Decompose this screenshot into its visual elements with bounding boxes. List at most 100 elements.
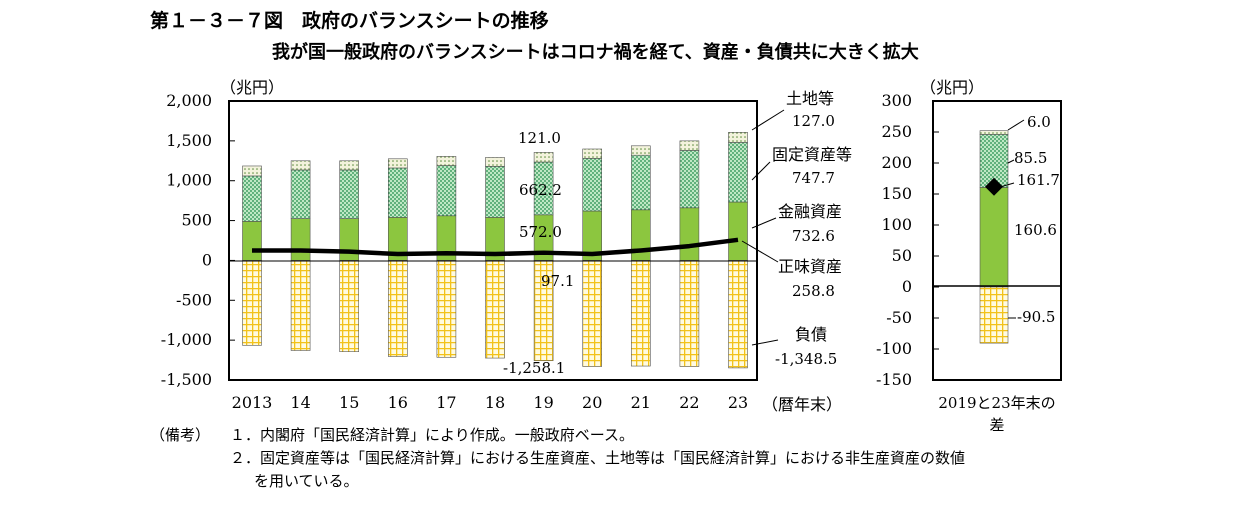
- diff-financial-label: 160.6: [1014, 221, 1057, 239]
- y-tick-label: 500: [181, 211, 212, 230]
- bar-land-19: [533, 152, 554, 163]
- x-tick-label: 2013: [232, 393, 273, 412]
- diff-net-marker: [985, 177, 1003, 196]
- bar-land-16: [387, 158, 408, 169]
- diff-land-label: 6.0: [1027, 113, 1051, 131]
- bar-financial-14: [290, 218, 311, 261]
- legend-net-value: 258.8: [792, 282, 835, 300]
- y-tick-label: 0: [202, 250, 212, 269]
- bar-liabilities-20: [582, 260, 603, 367]
- diff-unit-label: （兆円）: [920, 78, 984, 97]
- notes-head: （備考）: [150, 426, 211, 444]
- legend-land-value: 127.0: [792, 112, 835, 130]
- annot-19-liabilities: -1,258.1: [503, 359, 565, 377]
- main-x-axis-label: （暦年末）: [762, 395, 842, 414]
- bar-liabilities-23: [728, 260, 748, 369]
- net-worth-line: [252, 237, 739, 257]
- x-tick-label: 19: [533, 393, 553, 412]
- legend-land-name: 土地等: [786, 89, 834, 108]
- bar-land-15: [339, 160, 360, 171]
- bar-land-22: [679, 140, 700, 151]
- bar-fixed-22: [679, 150, 700, 209]
- legend-net: 正味資産 258.8: [741, 240, 842, 300]
- x-tick-label: 16: [388, 393, 408, 412]
- x-tick-label: 21: [631, 393, 651, 412]
- legend-financial-name: 金融資産: [778, 202, 842, 221]
- bar-land-18: [485, 157, 505, 167]
- legend-fixed-name: 固定資産等: [772, 145, 852, 164]
- legend-financial: 金融資産 732.6: [751, 202, 842, 245]
- bar-land-2013: [242, 165, 262, 177]
- legend-land: 土地等 127.0: [751, 89, 835, 131]
- diff-y-tick-label: 150: [881, 184, 912, 203]
- diff-y-tick-label: -100: [876, 339, 912, 358]
- bar-fixed-16: [387, 167, 408, 218]
- diff-y-tick-label: 250: [881, 122, 912, 141]
- y-tick-label: -1,000: [161, 330, 212, 349]
- legend-fixed-value: 747.7: [792, 169, 835, 187]
- note-1: １．内閣府「国民経済計算」により作成。一般政府ベース。: [230, 426, 634, 444]
- bar-fixed-20: [582, 158, 603, 212]
- bar-fixed-18: [485, 166, 505, 218]
- x-tick-label: 15: [339, 393, 359, 412]
- diff-bar-financial: [979, 187, 1009, 288]
- diff-y-tick-label: 0: [902, 277, 912, 296]
- note-2-cont: を用いている。: [254, 472, 359, 490]
- bar-land-20: [582, 148, 603, 159]
- legend-liabilities-value: -1,348.5: [775, 350, 837, 368]
- diff-y-tick-label: 50: [892, 246, 912, 265]
- bar-liabilities-16: [387, 260, 408, 357]
- x-tick-label: 20: [582, 393, 602, 412]
- x-tick-label: 22: [679, 393, 699, 412]
- diff-plot-frame: [932, 100, 1062, 381]
- diff-y-tick-label: 200: [881, 153, 912, 172]
- bar-fixed-17: [436, 165, 457, 217]
- bar-financial-23: [728, 201, 748, 261]
- diff-y-tick-label: 100: [881, 215, 912, 234]
- main-unit-label: （兆円）: [220, 78, 284, 97]
- bar-liabilities-22: [679, 260, 700, 367]
- y-tick-label: 1,500: [166, 131, 212, 150]
- bar-liabilities-21: [630, 260, 651, 367]
- annot-19-net: 97.1: [541, 272, 574, 290]
- main-plot-frame: [228, 100, 758, 381]
- x-tick-label: 23: [728, 393, 748, 412]
- figure-title: 第１－３－７図 政府のバランスシートの推移: [150, 10, 549, 32]
- annot-19-fixed: 662.2: [519, 181, 562, 199]
- diff-liabilities-label: -90.5: [1017, 308, 1055, 326]
- annot-19-land: 121.0: [518, 129, 561, 147]
- legend-liabilities: 負債 -1,348.5: [751, 325, 837, 368]
- bar-liabilities-17: [436, 260, 457, 358]
- diff-x-label-line1: 2019と23年末の: [938, 394, 1055, 412]
- bar-liabilities-2013: [242, 260, 262, 346]
- bar-liabilities-19: [533, 260, 554, 362]
- diff-net-label: 161.7: [1017, 171, 1060, 189]
- legend-liabilities-name: 負債: [795, 325, 827, 344]
- y-tick-label: 1,000: [166, 171, 212, 190]
- legend-net-name: 正味資産: [778, 257, 842, 276]
- bar-fixed-2013: [242, 175, 262, 222]
- x-tick-label: 18: [485, 393, 505, 412]
- bar-fixed-21: [630, 154, 651, 211]
- diff-y-tick-label: -150: [876, 370, 912, 389]
- annot-19-financial: 572.0: [519, 223, 562, 241]
- diff-y-tick-label: 300: [881, 91, 912, 110]
- y-tick-label: 2,000: [166, 91, 212, 110]
- diff-x-label-line2: 差: [989, 416, 1004, 434]
- legend-fixed: 固定資産等 747.7: [751, 145, 852, 187]
- x-tick-label: 17: [436, 393, 456, 412]
- y-tick-label: -1,500: [161, 370, 212, 389]
- legend-financial-value: 732.6: [792, 227, 835, 245]
- diff-bar-liabilities: [979, 286, 1009, 344]
- bar-fixed-23: [728, 142, 748, 203]
- figure-subtitle: 我が国一般政府のバランスシートはコロナ禍を経て、資産・負債共に大きく拡大: [272, 42, 919, 63]
- bar-land-14: [290, 160, 311, 171]
- bar-liabilities-18: [485, 260, 505, 359]
- diff-fixed-label: 85.5: [1014, 149, 1047, 167]
- bar-land-23: [728, 132, 748, 143]
- x-tick-label: 14: [290, 393, 310, 412]
- diff-y-tick-label: -50: [886, 308, 912, 327]
- bar-financial-22: [679, 207, 700, 261]
- note-2: ２．固定資産等は「国民経済計算」における生産資産、土地等は「国民経済計算」におけ…: [230, 449, 966, 467]
